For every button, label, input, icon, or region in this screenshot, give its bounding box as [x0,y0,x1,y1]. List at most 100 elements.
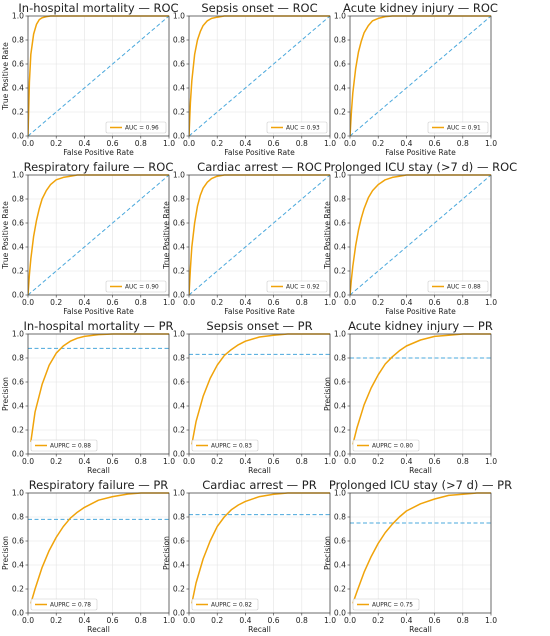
y-tick-label: 0.6 [334,537,346,546]
chart-title: Sepsis onset — PR [206,319,312,333]
chart-panel-9: Acute kidney injury — PR 0.0 0.2 0.4 0.6 0.8 1… [323,319,497,475]
y-tick-label: 0.2 [334,426,346,435]
legend: AUPRC = 0.78 [30,598,98,611]
plot-frame [188,15,331,137]
legend: AUC = 0.88 [427,280,489,293]
x-tick-label: 0.0 [344,298,356,307]
legend-box [266,121,328,134]
y-tick-label: 1.0 [334,12,346,21]
y-tick-label: 0.4 [334,243,346,252]
chart-panel-7: In-hospital mortality — PR 0.0 0.2 0.4 0.6 0.… [1,319,175,475]
x-tick-label: 0.8 [135,616,147,625]
legend: AUC = 0.92 [266,280,328,293]
chart-title: In-hospital mortality — ROC [18,1,178,15]
y-tick-label: 0.4 [12,84,24,93]
x-axis-label: False Positive Rate [385,148,456,157]
y-tick-label: 0.6 [173,60,185,69]
x-axis-label: False Positive Rate [63,148,134,157]
chart-title: Prolonged ICU stay (>7 d) — ROC [324,160,517,174]
y-tick-label: 0.6 [12,537,24,546]
plot-frame [27,492,170,614]
x-tick-label: 0.4 [400,457,412,466]
y-tick-label: 0.6 [173,537,185,546]
reference-line [350,15,491,137]
x-tick-label: 0.6 [107,457,119,466]
y-tick-label: 0.2 [12,108,24,117]
x-tick-label: 0.8 [296,616,308,625]
y-tick-label: 0.8 [173,354,185,363]
x-tick-label: 0.8 [457,139,469,148]
x-tick-label: 0.2 [50,139,62,148]
chart-panel-4: Respiratory failure — ROC 0.0 0.2 0.4 0.6 0.8… [1,160,175,316]
x-axis-label: False Positive Rate [224,148,295,157]
y-tick-label: 1.0 [12,12,24,21]
chart-panel-11: Cardiac arrest — PR0.0 0.2 0.4 0.6 0.8 1.00.0… [162,478,336,634]
model-curve [352,333,491,445]
y-tick-label: 1.0 [334,330,346,339]
legend-box [191,598,259,611]
x-tick-label: 0.2 [50,298,62,307]
x-tick-label: 0.4 [400,139,412,148]
x-tick-label: 0.0 [344,616,356,625]
x-tick-label: 0.6 [429,616,441,625]
plot-frame [27,15,170,137]
y-tick-label: 0.6 [173,378,185,387]
x-tick-label: 0.8 [296,457,308,466]
legend-box [427,280,489,293]
y-axis-label: Precision [323,377,332,411]
y-tick-label: 0.4 [334,84,346,93]
legend-label: AUPRC = 0.80 [372,444,413,450]
grid [27,492,170,614]
x-tick-label: 0.4 [239,298,251,307]
x-tick-label: 0.4 [239,457,251,466]
model-curve [30,492,169,604]
legend-label: AUPRC = 0.78 [50,603,91,609]
legend-box [30,439,98,452]
y-tick-label: 0.0 [12,609,24,618]
y-axis-label: True Positive Rate [1,42,10,111]
y-tick-label: 1.0 [12,489,24,498]
chart-title: Cardiac arrest — ROC [197,160,322,174]
grid [188,333,331,455]
x-tick-label: 0.6 [268,298,280,307]
chart-title: In-hospital mortality — PR [23,319,173,333]
legend-box [352,598,420,611]
y-tick-label: 0.8 [12,195,24,204]
legend: AUC = 0.93 [266,121,328,134]
y-tick-label: 0.6 [12,378,24,387]
y-tick-label: 0.2 [173,426,185,435]
legend-label: AUPRC = 0.82 [211,603,252,609]
legend: AUPRC = 0.75 [352,598,420,611]
x-tick-label: 0.0 [22,298,34,307]
chart-panel-10: Respiratory failure — PR 0.0 0.2 0.4 0.6 0.8 1… [1,478,175,634]
x-tick-label: 0.0 [22,139,34,148]
y-tick-label: 0.0 [12,450,24,459]
legend-label: AUPRC = 0.83 [211,444,252,450]
model-curve [30,333,169,443]
x-tick-label: 0.6 [429,457,441,466]
plot-frame [349,15,492,137]
y-axis-label: Precision [323,536,332,570]
chart-panel-8: Sepsis onset — PR 0.0 0.2 0.4 0.6 0.8 1.0 0.0 0.… [173,319,336,475]
x-tick-label: 0.2 [50,457,62,466]
y-tick-label: 0.8 [12,513,24,522]
chart-title: Acute kidney injury — PR [348,319,493,333]
y-tick-label: 1.0 [173,330,185,339]
plot-frame [27,174,170,296]
x-tick-label: 0.4 [239,139,251,148]
x-axis-label: False Positive Rate [224,307,295,316]
reference-line [28,15,169,137]
reference-line [350,174,491,296]
x-tick-label: 1.0 [324,616,336,625]
x-axis-label: Recall [409,466,432,475]
x-tick-label: 0.8 [457,457,469,466]
y-tick-label: 0.8 [173,195,185,204]
grid [27,333,170,455]
y-tick-label: 0.2 [12,585,24,594]
y-tick-label: 0.4 [12,561,24,570]
x-tick-label: 0.8 [296,298,308,307]
x-tick-label: 0.4 [78,139,90,148]
y-tick-label: 0.4 [334,402,346,411]
plot-frame [349,174,492,296]
y-tick-label: 0.6 [12,60,24,69]
